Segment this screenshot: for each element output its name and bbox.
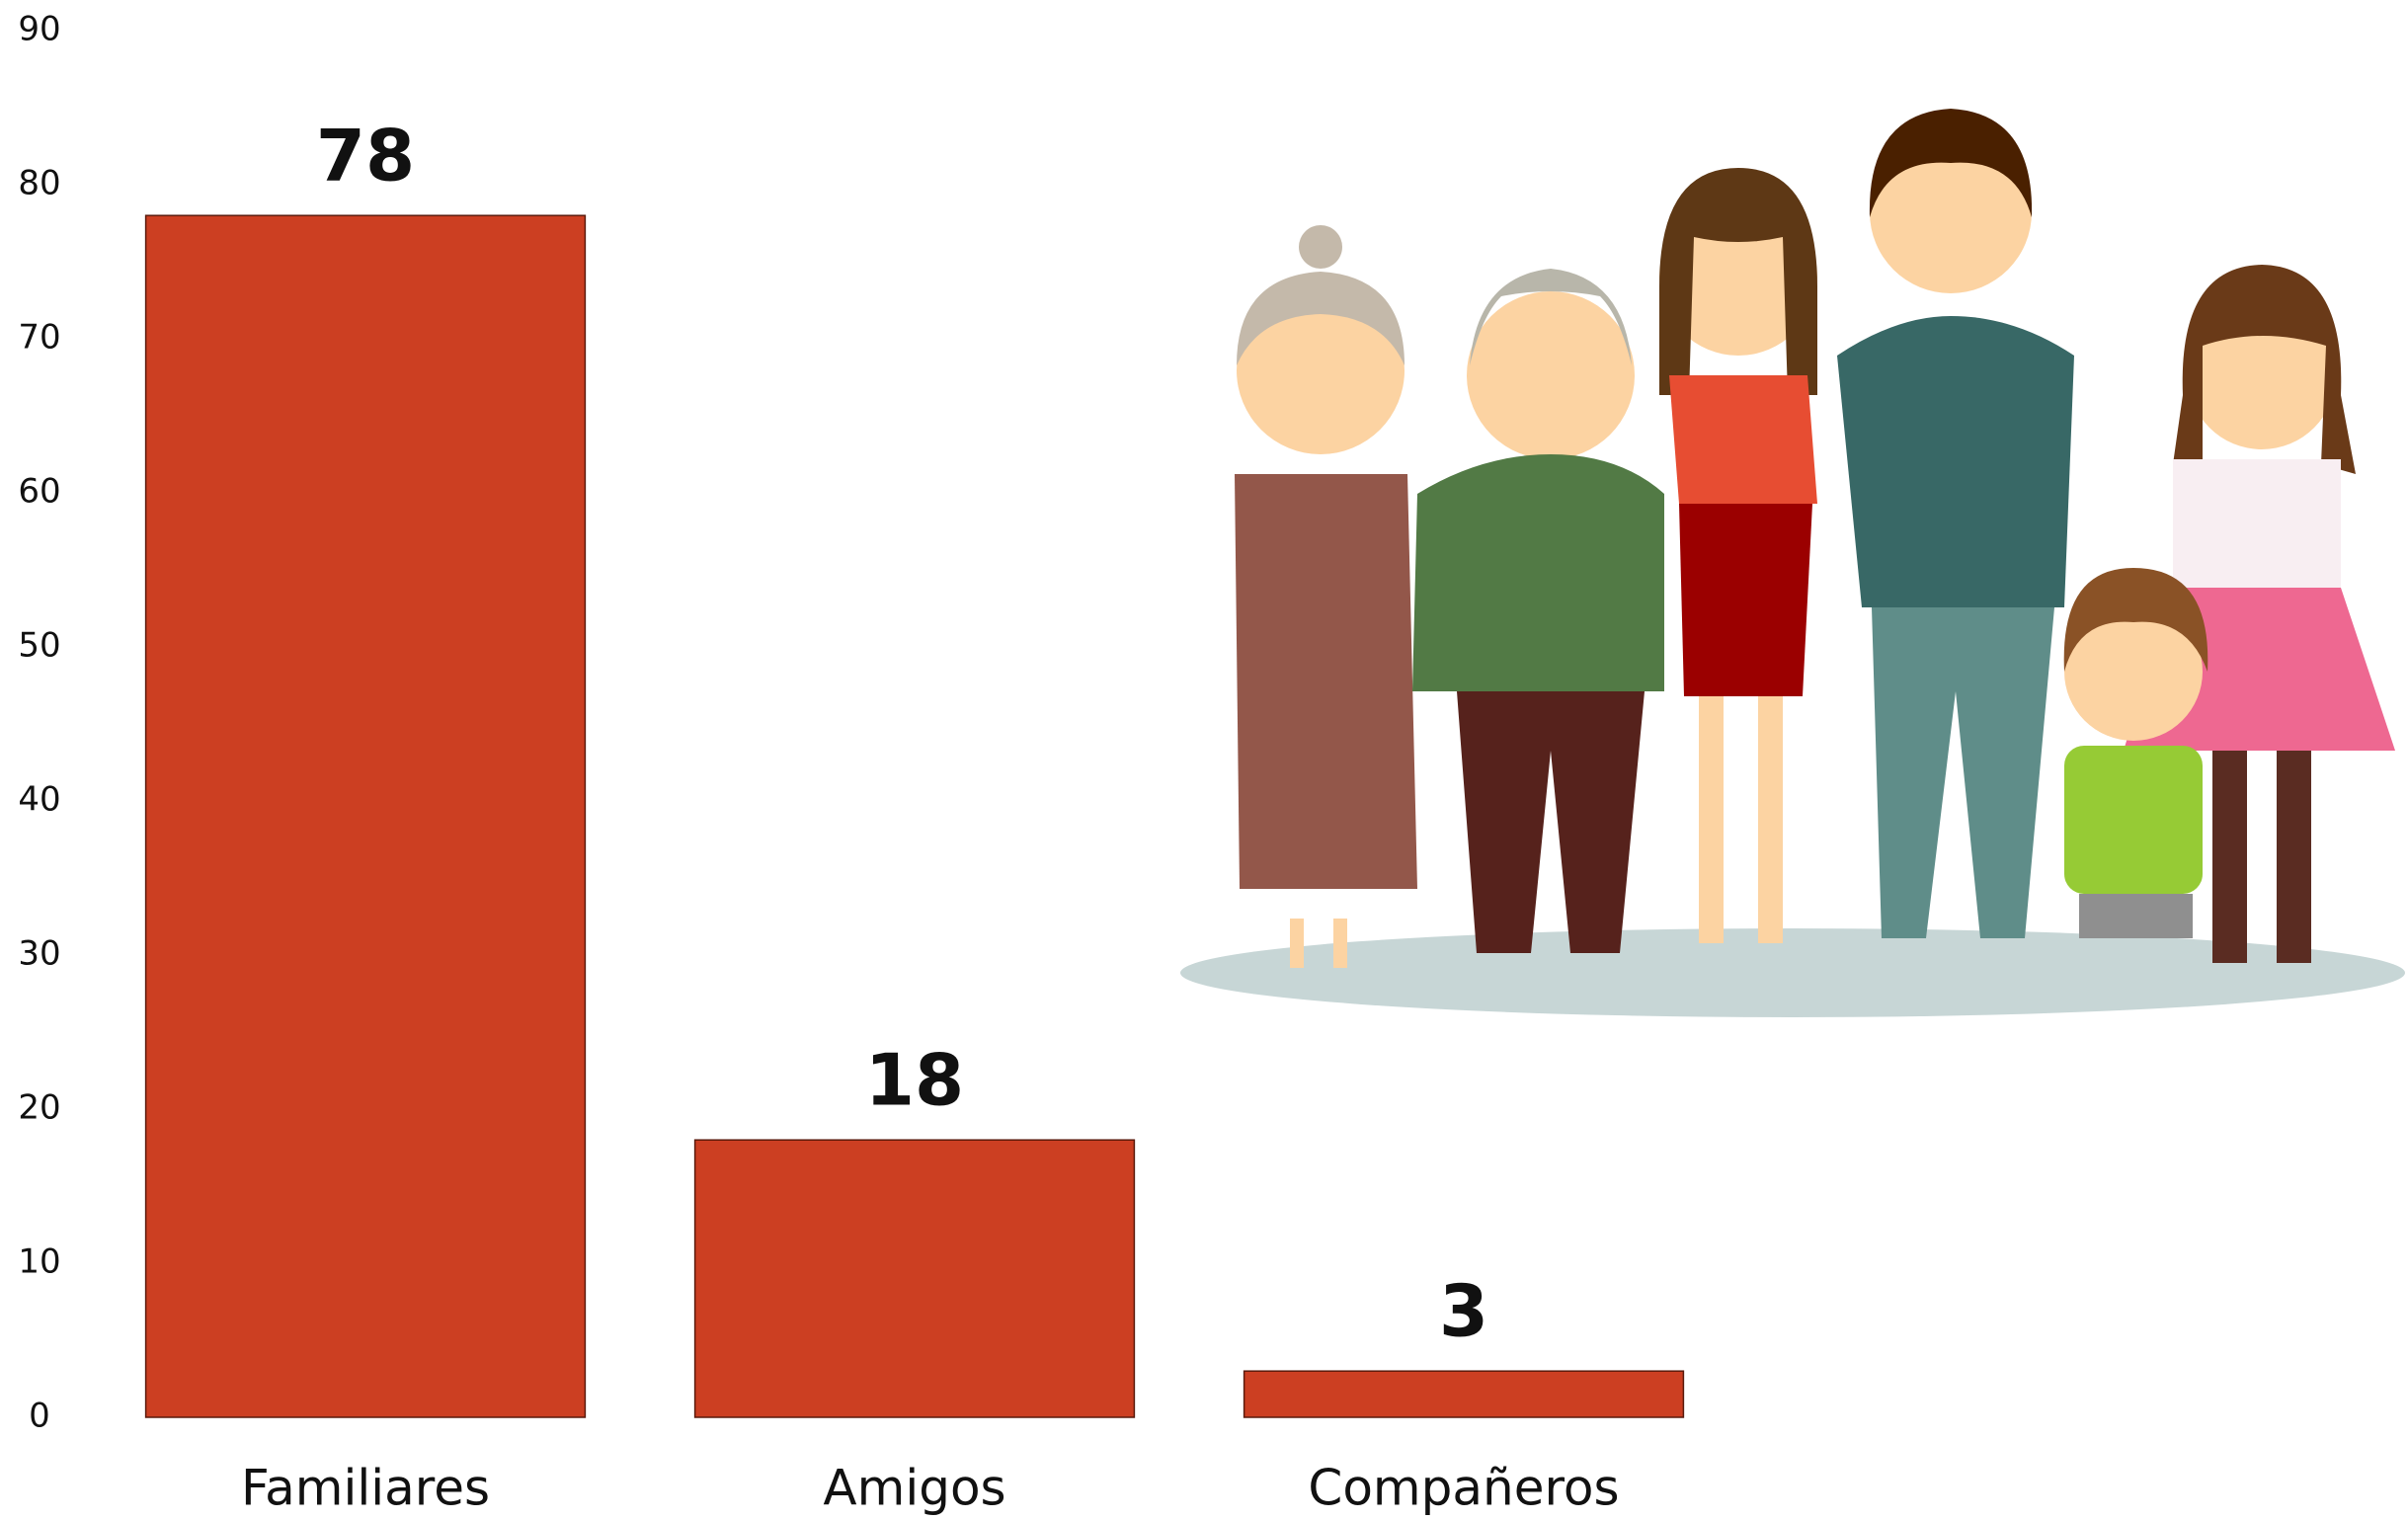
y-tick-label: 20 [18,1088,60,1128]
y-tick-label: 60 [18,472,60,512]
x-tick-label: Compañeros [1308,1460,1619,1517]
y-tick-label: 80 [18,164,60,203]
bar [144,214,587,1418]
family-illustration [1180,109,2405,1017]
y-tick-label: 70 [18,318,60,358]
x-tick-label: Familiares [241,1460,490,1517]
data-label: 78 [316,115,415,198]
y-tick-label: 50 [18,626,60,666]
data-label: 3 [1439,1270,1488,1353]
data-label: 18 [865,1039,964,1122]
x-tick-label: Amigos [823,1460,1005,1517]
y-tick-label: 10 [18,1242,60,1282]
y-tick-label: 30 [18,934,60,974]
bar [693,1139,1136,1418]
y-tick-label: 40 [18,780,60,820]
y-tick-label: 0 [29,1397,50,1436]
bar [1243,1370,1685,1418]
y-tick-label: 90 [18,10,60,49]
